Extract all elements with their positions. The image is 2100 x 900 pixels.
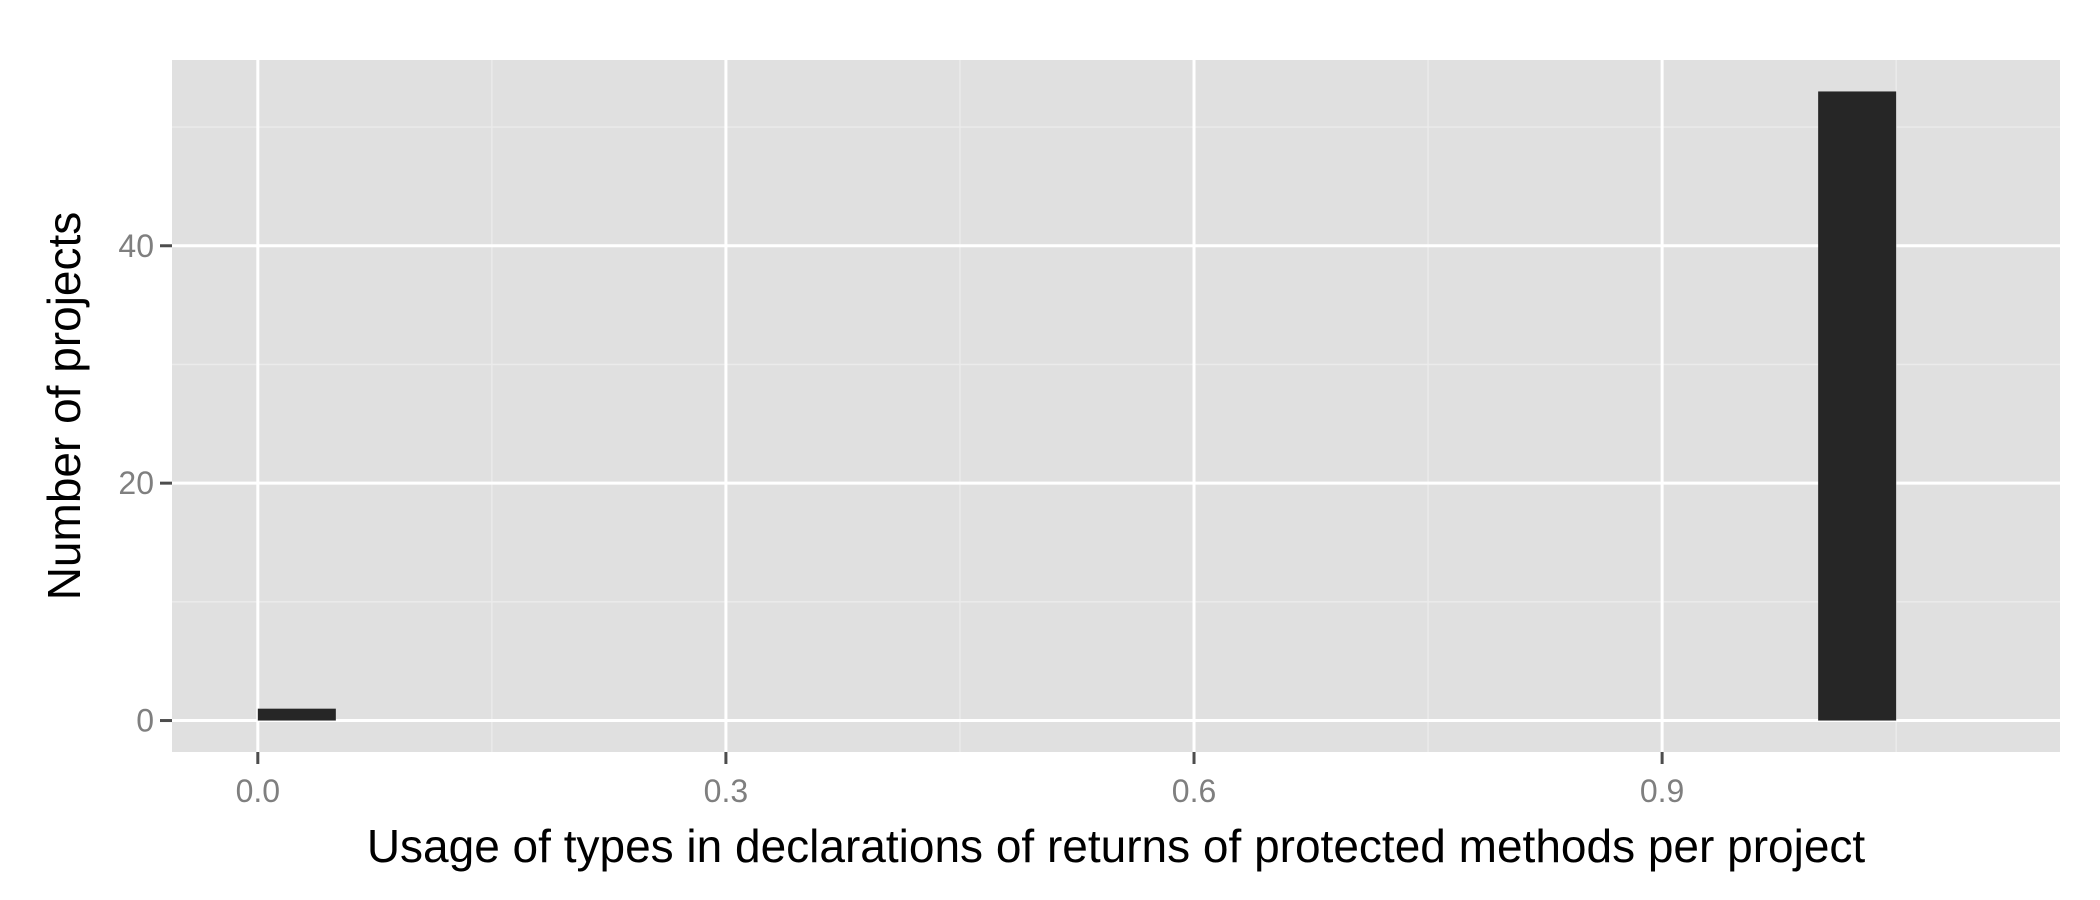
y-tick-label: 20 — [118, 465, 154, 501]
plot-panel — [172, 60, 2060, 752]
major-gridlines — [172, 60, 2060, 752]
y-axis-title: Number of projects — [38, 212, 90, 601]
y-tick-label: 0 — [136, 703, 154, 739]
x-axis: 0.0 0.3 0.6 0.9 — [236, 752, 1684, 809]
x-tick-label: 0.0 — [236, 773, 280, 809]
histogram-bar — [1818, 91, 1897, 721]
histogram-bar — [257, 708, 336, 721]
y-tick-label: 40 — [118, 228, 154, 264]
x-tick-label: 0.6 — [1172, 773, 1216, 809]
minor-gridlines — [172, 60, 2060, 752]
y-axis: 0 20 40 — [118, 228, 172, 739]
x-axis-title: Usage of types in declarations of return… — [367, 820, 1866, 872]
x-tick-label: 0.9 — [1640, 773, 1684, 809]
x-tick-label: 0.3 — [704, 773, 748, 809]
histogram-bars — [257, 91, 1897, 721]
